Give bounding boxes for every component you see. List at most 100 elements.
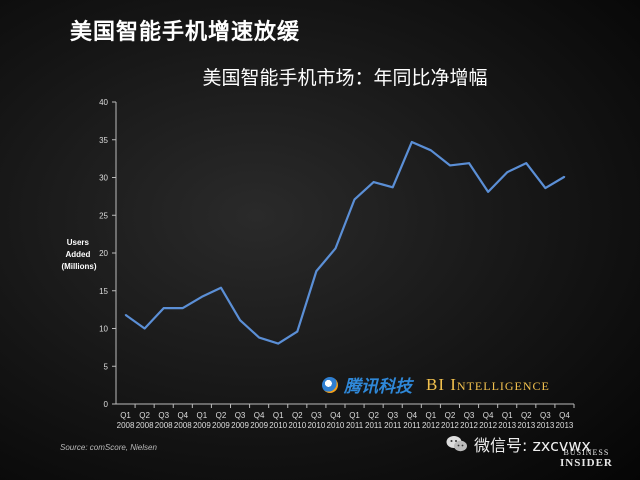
y-tick-label: 40 — [99, 98, 108, 107]
x-tick-label-quarter: Q4 — [559, 411, 570, 420]
x-tick-label-year: 2012 — [460, 421, 478, 430]
x-tick-label-quarter: Q4 — [254, 411, 265, 420]
x-tick-label-year: 2010 — [269, 421, 287, 430]
data-point — [239, 319, 241, 321]
x-tick-label-quarter: Q4 — [330, 411, 341, 420]
x-ticks: Q12008Q22008Q32008Q42008Q12009Q22009Q320… — [117, 404, 575, 430]
business-insider-logo: BUSINESS INSIDER — [560, 448, 613, 469]
x-tick-label-year: 2013 — [498, 421, 516, 430]
bi-logo-line-2: INSIDER — [560, 457, 613, 469]
data-point — [468, 162, 470, 164]
data-point — [391, 186, 394, 189]
y-tick-label: 25 — [99, 211, 108, 220]
page-title: 美国智能手机增速放缓 — [70, 20, 301, 45]
series-line — [124, 140, 566, 345]
data-point — [430, 149, 432, 152]
data-point — [124, 314, 127, 316]
data-point — [449, 164, 451, 167]
x-tick-label-quarter: Q1 — [273, 411, 284, 420]
x-tick-label-quarter: Q3 — [311, 411, 322, 420]
x-tick-label-quarter: Q1 — [349, 411, 360, 420]
x-tick-label-quarter: Q3 — [540, 411, 551, 420]
data-point — [487, 191, 489, 193]
x-tick-label-year: 2011 — [346, 421, 364, 430]
data-point — [201, 295, 203, 298]
y-tick-label: 20 — [99, 249, 108, 258]
y-axis-label: Users Added (Millions) — [61, 238, 96, 271]
x-tick-label-year: 2009 — [231, 421, 249, 430]
x-tick-label-quarter: Q1 — [502, 411, 513, 420]
y-tick-label: 5 — [104, 362, 109, 371]
data-point — [258, 336, 260, 339]
x-tick-label-quarter: Q1 — [426, 411, 437, 420]
y-axis-label-line-3: (Millions) — [61, 262, 96, 271]
x-tick-label-year: 2009 — [212, 421, 230, 430]
x-tick-label-year: 2010 — [288, 421, 306, 430]
x-tick-label-quarter: Q2 — [445, 411, 456, 420]
data-point — [544, 187, 547, 189]
x-tick-label-year: 2012 — [479, 421, 497, 430]
chart-title: 美国智能手机市场：年同比净增幅 — [202, 67, 487, 89]
wechat-icon — [446, 436, 467, 452]
x-tick-label-quarter: Q1 — [197, 411, 208, 420]
watermark-bi: BI Intelligence — [426, 374, 550, 394]
y-tick-label: 0 — [104, 400, 109, 409]
tencent-tech-logo-icon — [322, 376, 338, 393]
y-tick-label: 35 — [99, 136, 108, 145]
x-tick-label-year: 2008 — [136, 421, 154, 430]
x-tick-label-quarter: Q2 — [521, 411, 532, 420]
y-axis-label-line-2: Added — [65, 250, 90, 259]
wechat-id-text: 微信号: zxcvwx — [474, 436, 591, 455]
x-tick-label-year: 2011 — [384, 421, 402, 430]
x-tick-label-year: 2008 — [174, 421, 192, 430]
data-point — [563, 175, 566, 178]
x-tick-label-quarter: Q3 — [158, 411, 169, 420]
data-point — [506, 171, 509, 174]
watermark-name: 腾讯科技 — [344, 377, 412, 397]
x-tick-label-year: 2013 — [517, 421, 535, 430]
x-tick-label-year: 2009 — [193, 421, 211, 430]
y-ticks: 0 5 10 15 20 25 30 35 40 — [99, 98, 116, 409]
x-tick-label-quarter: Q4 — [406, 411, 417, 420]
x-tick-label-quarter: Q2 — [216, 411, 227, 420]
data-point — [334, 247, 337, 250]
x-tick-label-year: 2013 — [556, 421, 574, 430]
x-tick-label-quarter: Q3 — [464, 411, 475, 420]
y-tick-label: 10 — [99, 325, 108, 334]
x-tick-label-year: 2011 — [365, 421, 383, 430]
data-point — [372, 181, 375, 183]
y-axis-label-line-1: Users — [67, 238, 90, 247]
data-point — [277, 342, 280, 345]
x-tick-label-year: 2011 — [403, 421, 421, 430]
x-tick-label-quarter: Q2 — [139, 411, 150, 420]
watermark: 腾讯科技 BI Intelligence — [322, 372, 550, 397]
data-point — [143, 327, 146, 330]
x-tick-label-year: 2012 — [441, 421, 459, 430]
y-tick-label: 15 — [99, 287, 108, 296]
x-tick-label-quarter: Q2 — [292, 411, 303, 420]
series-group — [124, 140, 566, 345]
data-point — [181, 307, 184, 309]
x-tick-label-year: 2012 — [422, 421, 440, 430]
y-tick-label: 30 — [99, 174, 108, 183]
data-point — [353, 198, 356, 201]
data-point — [296, 330, 299, 333]
data-point — [162, 307, 165, 309]
x-tick-label-year: 2009 — [250, 421, 268, 430]
x-tick-label-quarter: Q4 — [177, 411, 188, 420]
x-tick-label-quarter: Q2 — [368, 411, 379, 420]
x-tick-label-year: 2010 — [327, 421, 345, 430]
x-tick-label-quarter: Q3 — [235, 411, 246, 420]
x-tick-label-year: 2013 — [536, 421, 554, 430]
bi-logo-line-1: BUSINESS — [563, 448, 610, 457]
x-tick-label-quarter: Q4 — [483, 411, 494, 420]
data-point — [315, 270, 318, 272]
x-tick-label-year: 2010 — [307, 421, 325, 430]
x-tick-label-year: 2008 — [155, 421, 173, 430]
x-tick-label-quarter: Q3 — [387, 411, 398, 420]
x-tick-label-quarter: Q1 — [120, 411, 131, 420]
wechat-id: 微信号: zxcvwx — [446, 432, 591, 456]
data-point — [525, 162, 528, 164]
source-note: Source: comScore, Nielsen — [60, 443, 157, 452]
